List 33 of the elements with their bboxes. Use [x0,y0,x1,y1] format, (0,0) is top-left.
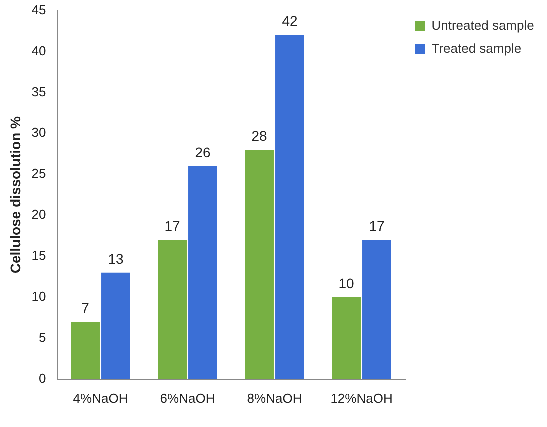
x-tick-label: 12%NaOH [330,390,393,406]
y-tick-label: 45 [32,2,46,18]
legend-label: Untreated sample [432,18,534,34]
y-tick-label: 35 [32,84,46,100]
bar [245,150,274,380]
y-tick-label: 20 [32,207,46,222]
y-tick-label: 30 [32,125,46,140]
data-label: 13 [108,250,124,267]
bar [102,272,130,380]
y-tick-label: 0 [39,370,46,386]
bar [71,322,100,380]
bar [276,35,304,380]
data-label: 26 [195,144,211,160]
data-label: 42 [282,13,298,30]
data-label: 17 [164,218,181,234]
bar [188,166,218,380]
y-tick-label: 10 [32,289,46,304]
data-label: 28 [252,128,268,144]
data-label: 17 [369,218,385,234]
legend-label: Treated sample [432,41,522,56]
y-tick-label: 40 [32,43,46,58]
data-label: 7 [82,300,90,316]
y-tick-label: 15 [32,248,46,264]
bar [158,240,187,380]
bar [362,240,392,380]
bar [332,297,361,380]
x-tick-label: 6%NaOH [160,390,216,406]
data-label: 10 [338,275,355,292]
x-tick-label: 4%NaOH [73,390,128,406]
y-tick-label: 25 [32,166,46,182]
y-axis-title: Cellulose dissolution % [7,116,24,274]
y-tick-label: 5 [39,330,46,346]
x-tick-label: 8%NaOH [247,390,302,406]
